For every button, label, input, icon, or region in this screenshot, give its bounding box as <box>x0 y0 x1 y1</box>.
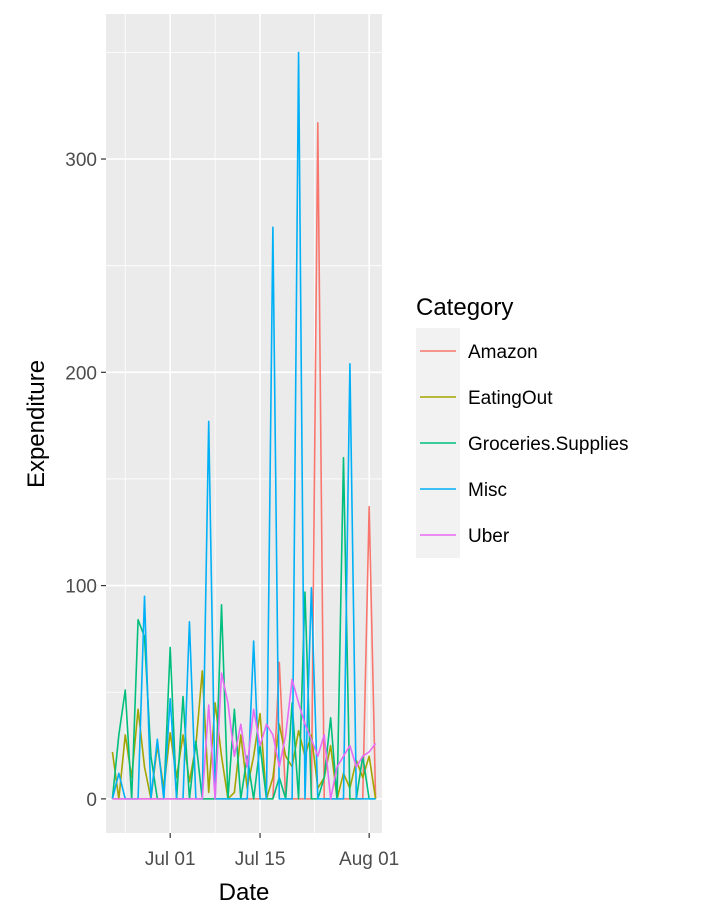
y-tick-label: 100 <box>65 577 97 598</box>
x-tick-label: Aug 01 <box>339 849 399 870</box>
y-axis-title: Expenditure <box>23 360 50 488</box>
legend-label-uber: Uber <box>468 526 510 547</box>
legend-keys: Amazon EatingOut Groceries.Supplies Misc Ube… <box>416 328 629 558</box>
legend-label-eatingout: EatingOut <box>468 388 553 409</box>
legend: Category Amazon EatingOut Groceries.Suppli… <box>416 294 629 558</box>
series-line-uber <box>112 672 377 800</box>
y-tick-label: 200 <box>65 363 97 384</box>
plot-panel <box>106 14 382 833</box>
series-line-groceries-supplies <box>111 456 376 800</box>
x-tick-label: Jul 15 <box>235 849 286 870</box>
y-tick-label: 0 <box>86 790 97 811</box>
y-axis: 0 100 200 300 <box>65 150 106 811</box>
legend-title: Category <box>416 294 513 321</box>
x-axis: Jul 01 Jul 15 Aug 01 <box>145 833 399 870</box>
legend-label-misc: Misc <box>468 480 507 501</box>
series-line-misc <box>111 51 376 800</box>
series-lines <box>111 51 377 800</box>
y-tick-label: 300 <box>65 150 97 171</box>
x-axis-title: Date <box>219 879 270 906</box>
legend-label-amazon: Amazon <box>468 342 538 363</box>
legend-label-groceries-supplies: Groceries.Supplies <box>468 434 629 455</box>
x-tick-label: Jul 01 <box>145 849 196 870</box>
